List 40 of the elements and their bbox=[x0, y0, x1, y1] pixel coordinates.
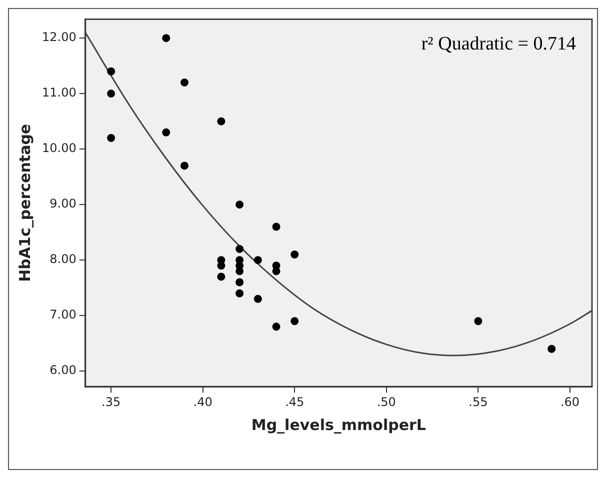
point bbox=[254, 256, 262, 264]
point bbox=[217, 117, 226, 126]
x-tick-label: .55 bbox=[468, 394, 488, 409]
point bbox=[236, 200, 244, 209]
y-tick-label: 12.00 bbox=[42, 30, 76, 44]
x-axis-title: Mg_levels_mmolperL bbox=[251, 416, 426, 434]
point bbox=[236, 289, 244, 298]
point bbox=[548, 344, 556, 353]
point bbox=[180, 162, 188, 170]
point bbox=[474, 317, 482, 326]
point bbox=[217, 272, 226, 281]
annotation: r² Quadratic = 0.714 bbox=[421, 34, 576, 55]
x-tick-label: .50 bbox=[376, 394, 396, 409]
point bbox=[162, 34, 170, 42]
x-tick-label: .40 bbox=[193, 394, 212, 409]
point bbox=[236, 278, 244, 286]
point bbox=[254, 294, 262, 303]
y-tick-label: 8.00 bbox=[50, 252, 76, 266]
x-tick-label: .60 bbox=[560, 394, 580, 409]
y-tick-label: 9.00 bbox=[50, 196, 76, 211]
point bbox=[107, 90, 116, 98]
point bbox=[236, 244, 244, 253]
point bbox=[290, 250, 299, 259]
point bbox=[236, 267, 244, 276]
point bbox=[107, 67, 116, 76]
point bbox=[180, 78, 188, 86]
point bbox=[290, 317, 299, 326]
y-tick-label: 6.00 bbox=[50, 363, 76, 378]
y-tick-label: 10.00 bbox=[42, 141, 76, 156]
y-tick-label: 7.00 bbox=[50, 308, 76, 322]
point bbox=[107, 134, 116, 142]
y-axis-title: HbA1c_percentage bbox=[16, 124, 34, 282]
y-tick-label: 11.00 bbox=[42, 86, 76, 100]
point bbox=[272, 222, 280, 231]
point bbox=[162, 128, 170, 136]
point bbox=[272, 322, 280, 331]
point bbox=[272, 267, 280, 276]
point bbox=[217, 262, 226, 270]
x-tick-label: .45 bbox=[285, 394, 304, 409]
x-tick-label: .35 bbox=[102, 394, 121, 409]
